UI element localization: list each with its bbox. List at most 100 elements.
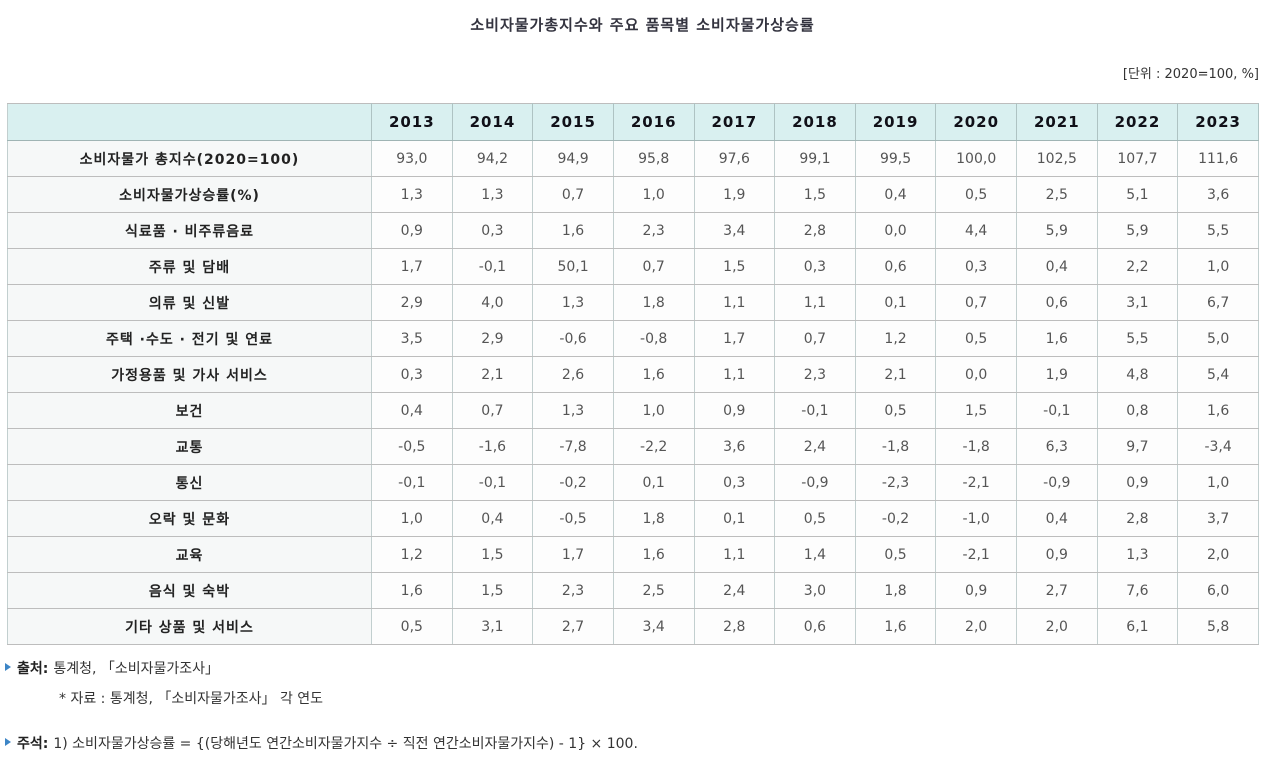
value-cell: 3,5: [371, 320, 453, 357]
year-column-header: 2019: [854, 103, 937, 141]
value-cell: 1,0: [1177, 248, 1259, 285]
value-cell: 2,0: [935, 608, 1017, 645]
year-column-header: 2020: [935, 103, 1017, 141]
header-row: 2013 2014 2015 2016 2017 2018 2019 2020 2021 2022…: [7, 103, 1259, 141]
bullet-arrow-icon: [5, 738, 11, 746]
corner-cell: [7, 103, 372, 141]
value-cell: -2,2: [612, 428, 695, 465]
value-cell: 2,5: [1016, 176, 1098, 213]
value-cell: 2,3: [774, 356, 856, 393]
year-column-header: 2021: [1016, 103, 1098, 141]
value-cell: 4,8: [1096, 356, 1179, 393]
value-cell: 5,8: [1177, 608, 1259, 645]
value-cell: 0,0: [935, 356, 1017, 393]
value-cell: 7,6: [1096, 572, 1179, 609]
cpi-table-body: 소비자물가 총지수(2020=100) 93,0 94,2 94,9 95,8 97,6 9…: [7, 140, 1259, 645]
value-cell: 0,6: [1016, 284, 1098, 321]
value-cell: 1,6: [1177, 392, 1259, 429]
value-cell: 0,5: [854, 392, 937, 429]
value-cell: 50,1: [532, 248, 614, 285]
page-title: 소비자물가총지수와 주요 품목별 소비자물가상승률: [470, 16, 815, 34]
value-cell: 0,9: [1016, 536, 1098, 573]
value-cell: 0,1: [854, 284, 937, 321]
value-cell: -0,9: [774, 464, 856, 501]
value-cell: 0,3: [451, 212, 534, 249]
value-cell: 1,0: [612, 176, 695, 213]
value-cell: -0,5: [371, 428, 453, 465]
value-cell: 1,7: [371, 248, 453, 285]
value-cell: 1,6: [854, 608, 937, 645]
value-cell: 1,6: [532, 212, 614, 249]
value-cell: 2,1: [854, 356, 937, 393]
value-cell: 1,9: [693, 176, 776, 213]
value-cell: 1,5: [451, 536, 534, 573]
value-cell: 0,8: [1096, 392, 1179, 429]
value-cell: 0,4: [371, 392, 453, 429]
value-cell: 0,3: [935, 248, 1017, 285]
value-cell: 6,1: [1096, 608, 1179, 645]
value-cell: -2,1: [935, 464, 1017, 501]
value-cell: 1,3: [532, 284, 614, 321]
value-cell: 0,5: [371, 608, 453, 645]
value-cell: 3,6: [693, 428, 776, 465]
value-cell: 0,3: [693, 464, 776, 501]
value-cell: 2,9: [371, 284, 453, 321]
table-row: 의류 및 신발 2,9 4,0 1,3 1,8 1,1 1,1 0,1 0,7 0,6 3,1 6,7: [7, 284, 1259, 321]
value-cell: 2,1: [451, 356, 534, 393]
value-cell: 0,5: [774, 500, 856, 537]
year-column-header: 2013: [371, 103, 453, 141]
row-label: 음식 및 숙박: [7, 572, 372, 609]
table-row: 보건 0,4 0,7 1,3 1,0 0,9 -0,1 0,5 1,5 -0,1 0,8 1,6: [7, 392, 1259, 429]
row-label: 교통: [7, 428, 372, 465]
value-cell: 1,3: [451, 176, 534, 213]
value-cell: -2,3: [854, 464, 937, 501]
value-cell: 4,0: [451, 284, 534, 321]
value-cell: 0,4: [854, 176, 937, 213]
row-label: 통신: [7, 464, 372, 501]
value-cell: -7,8: [532, 428, 614, 465]
value-cell: 1,1: [693, 356, 776, 393]
value-cell: 0,7: [532, 176, 614, 213]
cpi-table-header: 2013 2014 2015 2016 2017 2018 2019 2020 2021 2022…: [7, 103, 1259, 141]
value-cell: -0,6: [532, 320, 614, 357]
value-cell: 1,8: [854, 572, 937, 609]
value-cell: -0,8: [612, 320, 695, 357]
value-cell: 2,4: [693, 572, 776, 609]
remark-note: 주석: 1) 소비자물가상승률 = {(당해년도 연간소비자물가지수 ÷ 직전 …: [2, 733, 1285, 753]
value-cell: 1,3: [532, 392, 614, 429]
row-label: 소비자물가 총지수(2020=100): [7, 140, 372, 177]
value-cell: 0,4: [1016, 248, 1098, 285]
value-cell: 0,7: [774, 320, 856, 357]
value-cell: 3,1: [451, 608, 534, 645]
value-cell: -0,1: [371, 464, 453, 501]
value-cell: -1,0: [935, 500, 1017, 537]
value-cell: 2,6: [532, 356, 614, 393]
value-cell: 3,0: [774, 572, 856, 609]
value-cell: 1,6: [612, 356, 695, 393]
value-cell: 0,7: [612, 248, 695, 285]
value-cell: 1,6: [612, 536, 695, 573]
value-cell: 3,6: [1177, 176, 1259, 213]
value-cell: 1,5: [451, 572, 534, 609]
year-column-header: 2016: [612, 103, 695, 141]
value-cell: 3,4: [612, 608, 695, 645]
value-cell: 0,5: [935, 176, 1017, 213]
value-cell: 6,7: [1177, 284, 1259, 321]
value-cell: -2,1: [935, 536, 1017, 573]
table-row: 교통 -0,5 -1,6 -7,8 -2,2 3,6 2,4 -1,8 -1,8 6,3 9,7 -3…: [7, 428, 1259, 465]
value-cell: -0,1: [451, 248, 534, 285]
table-row: 오락 및 문화 1,0 0,4 -0,5 1,8 0,1 0,5 -0,2 -1,0 0,4 2,8…: [7, 500, 1259, 537]
table-row: 식료품 · 비주류음료 0,9 0,3 1,6 2,3 3,4 2,8 0,0 4,4 5,9 5,…: [7, 212, 1259, 249]
value-cell: 1,5: [935, 392, 1017, 429]
value-cell: 1,6: [371, 572, 453, 609]
table-row: 소비자물가상승률(%) 1,3 1,3 0,7 1,0 1,9 1,5 0,4 0,5 2,5 5,…: [7, 176, 1259, 213]
value-cell: 107,7: [1096, 140, 1179, 177]
value-cell: 1,7: [693, 320, 776, 357]
unit-note: [단위 : 2020=100, %]: [1122, 67, 1259, 82]
value-cell: 4,4: [935, 212, 1017, 249]
value-cell: 2,3: [612, 212, 695, 249]
row-label: 교육: [7, 536, 372, 573]
bullet-arrow-icon: [5, 663, 11, 671]
value-cell: 102,5: [1016, 140, 1098, 177]
